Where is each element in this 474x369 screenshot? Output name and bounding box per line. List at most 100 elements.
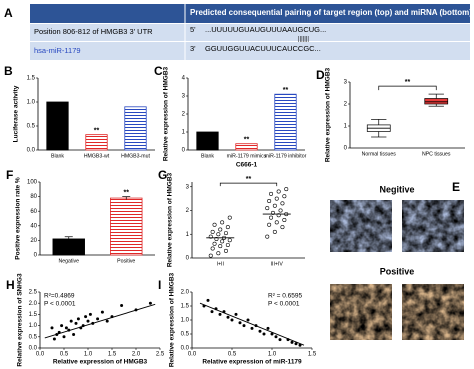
point bbox=[246, 318, 250, 322]
ihc-texture bbox=[402, 200, 464, 252]
y-tick-label: 2 bbox=[344, 102, 348, 108]
bar bbox=[46, 101, 69, 151]
panel-letter: E bbox=[452, 180, 460, 194]
y-tick-label: 0 bbox=[34, 253, 38, 259]
y-tick-label: 1 bbox=[186, 232, 190, 238]
point bbox=[223, 248, 228, 253]
x-tick-label: 1.0 bbox=[84, 352, 93, 358]
point bbox=[210, 246, 215, 251]
point bbox=[105, 319, 109, 323]
x-tick-label: miR-1179 inhibitor bbox=[265, 153, 307, 159]
x-axis-label: Relative expression of HMGB3 bbox=[53, 359, 148, 366]
y-tick-label: 4 bbox=[182, 76, 186, 82]
point bbox=[208, 234, 213, 239]
significance-bracket bbox=[219, 182, 278, 187]
point bbox=[52, 337, 56, 341]
bar bbox=[85, 134, 108, 151]
panel-letter: F bbox=[6, 168, 13, 182]
point bbox=[220, 220, 225, 225]
y-tick-label: 60 bbox=[30, 209, 37, 215]
y-tick-label: 1.5 bbox=[29, 312, 38, 318]
x-tick-label: III+IV bbox=[271, 261, 284, 267]
y-tick-label: 1.0 bbox=[181, 318, 190, 324]
point bbox=[210, 229, 215, 234]
point bbox=[294, 342, 298, 346]
x-tick-label: 1.5 bbox=[308, 352, 317, 358]
y-tick-label: 0 bbox=[182, 148, 186, 154]
y-tick-label: 1.0 bbox=[29, 323, 38, 329]
fit-line bbox=[199, 302, 305, 346]
point bbox=[266, 326, 270, 330]
y-tick-label: 2.0 bbox=[181, 290, 190, 296]
y-tick-label: 1 bbox=[182, 130, 186, 136]
x-tick-label: 1.0 bbox=[268, 352, 277, 358]
bar bbox=[274, 93, 297, 151]
ihc-texture bbox=[330, 200, 392, 252]
point bbox=[227, 238, 232, 243]
y-tick-label: 3 bbox=[182, 94, 186, 100]
x-tick-label: I+II bbox=[217, 261, 224, 267]
y-tick-label: 2 bbox=[182, 112, 186, 118]
point bbox=[96, 317, 100, 321]
panel-letter: H bbox=[6, 278, 15, 292]
panel-letter: D bbox=[316, 68, 325, 82]
point bbox=[290, 340, 294, 344]
annotation: R² = 0.6595 bbox=[268, 293, 303, 300]
y-axis-label: Relative expression of SNHG3 bbox=[17, 273, 24, 367]
table-row bbox=[30, 42, 470, 60]
point bbox=[72, 333, 76, 337]
x-tick-label: HMGB3-wt bbox=[84, 153, 110, 159]
significance: ** bbox=[244, 137, 250, 144]
y-tick-label: 1.5 bbox=[27, 76, 36, 82]
y-axis-label: Relative expression of HMGB3 bbox=[163, 66, 170, 161]
point bbox=[238, 321, 242, 325]
point bbox=[218, 312, 222, 316]
y-axis-label: Luciferase activity bbox=[13, 85, 20, 142]
point bbox=[64, 326, 68, 330]
image-label: Negitive bbox=[379, 184, 414, 194]
x-tick-label: 0.5 bbox=[60, 352, 69, 358]
point bbox=[88, 312, 92, 316]
point bbox=[270, 332, 274, 336]
x-tick-label: 2.5 bbox=[156, 352, 165, 358]
y-tick-label: 40 bbox=[30, 223, 37, 229]
row-name: Position 806-812 of HMGB3 3' UTR bbox=[34, 27, 153, 36]
row-name: hsa-miR-1179 bbox=[34, 46, 81, 55]
y-tick-label: 3 bbox=[186, 184, 190, 190]
y-tick-label: 0 bbox=[186, 256, 190, 262]
point bbox=[212, 222, 217, 227]
bar bbox=[235, 143, 258, 151]
row-end: 3' bbox=[190, 44, 196, 53]
y-tick-label: 0.0 bbox=[29, 346, 38, 352]
y-axis-label: Positive expression rate % bbox=[15, 177, 22, 260]
point bbox=[216, 251, 221, 256]
significance: ** bbox=[405, 79, 411, 86]
point bbox=[265, 234, 270, 239]
point bbox=[262, 332, 266, 336]
point bbox=[212, 241, 217, 246]
significance: ** bbox=[124, 189, 130, 196]
point bbox=[278, 208, 283, 213]
x-tick-label: 2.0 bbox=[132, 352, 141, 358]
y-tick-label: 0.0 bbox=[181, 346, 190, 352]
x-tick-label: miR-1179 mimics bbox=[227, 153, 267, 159]
x-tick-label: 1.5 bbox=[108, 352, 117, 358]
x-tick-label: Negative bbox=[59, 258, 80, 264]
panel-letter: A bbox=[4, 6, 13, 20]
panel-letter: G bbox=[158, 168, 167, 182]
annotation: P < 0.0001 bbox=[268, 301, 300, 308]
point bbox=[267, 199, 272, 204]
point bbox=[218, 244, 223, 249]
y-axis-label: Relative expression of HMGB3 bbox=[167, 172, 174, 267]
point bbox=[227, 215, 232, 220]
x-tick-label: 0.5 bbox=[228, 352, 237, 358]
point bbox=[278, 338, 282, 342]
point bbox=[276, 189, 281, 194]
y-tick-label: 2.5 bbox=[29, 290, 38, 296]
point bbox=[210, 310, 214, 314]
x-tick-label: Blank bbox=[201, 153, 214, 159]
y-tick-label: 0.5 bbox=[181, 332, 190, 338]
point bbox=[282, 218, 287, 223]
point bbox=[86, 319, 90, 323]
